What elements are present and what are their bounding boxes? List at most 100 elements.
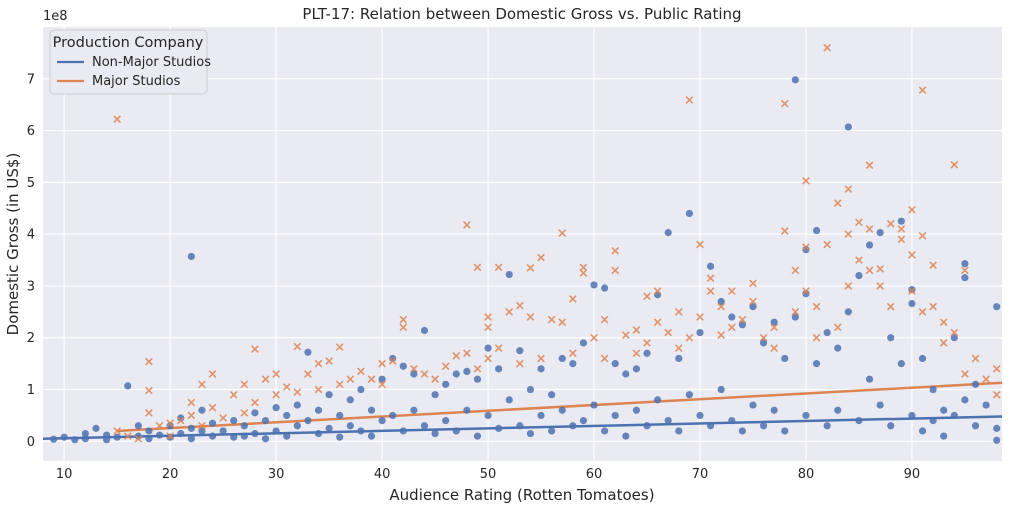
data-point (759, 422, 768, 430)
data-point (473, 263, 482, 272)
data-point (176, 416, 185, 425)
data-point (728, 417, 736, 425)
data-point (685, 391, 693, 399)
data-point (855, 218, 863, 227)
data-point (993, 424, 1001, 432)
data-point (865, 225, 874, 233)
data-point (261, 435, 270, 443)
data-point (950, 334, 958, 342)
data-point (675, 354, 683, 363)
data-point (558, 354, 566, 363)
data-point (674, 344, 683, 352)
data-point (759, 333, 768, 342)
data-point (494, 263, 503, 272)
data-point (420, 326, 429, 335)
data-point (240, 432, 248, 440)
data-point (770, 406, 778, 414)
data-point (335, 343, 344, 351)
data-point (940, 406, 948, 414)
data-point (558, 229, 567, 237)
y-axis-ticks: 0 1 2 3 4 5 6 7 (27, 72, 35, 450)
data-point (876, 229, 884, 237)
data-point (272, 390, 280, 399)
data-point (187, 435, 195, 443)
data-point (876, 282, 885, 290)
data-point (304, 370, 312, 378)
data-point (145, 427, 153, 435)
data-point (590, 281, 598, 289)
data-point (283, 411, 291, 420)
data-point (187, 424, 195, 432)
data-point (71, 436, 79, 444)
data-point (611, 360, 619, 368)
data-point (939, 318, 948, 327)
data-point (802, 176, 810, 185)
data-point (939, 339, 948, 347)
data-point (929, 261, 937, 270)
x-tick-label: 50 (480, 467, 497, 482)
y-tick-label: 2 (27, 331, 35, 346)
data-point (781, 354, 789, 363)
data-point (664, 229, 672, 237)
data-point (992, 390, 1001, 399)
data-point (664, 417, 672, 425)
data-point (325, 357, 333, 365)
data-point (950, 160, 959, 169)
data-point (823, 422, 831, 430)
data-point (844, 230, 853, 239)
data-points (49, 43, 1001, 444)
data-point (643, 422, 651, 430)
data-point (198, 421, 206, 430)
data-point (918, 307, 927, 316)
data-point (198, 427, 206, 435)
data-point (918, 427, 927, 435)
data-point (548, 391, 556, 399)
data-point (812, 333, 821, 342)
data-point (526, 263, 535, 272)
data-point (908, 285, 916, 294)
data-point (886, 219, 895, 228)
data-point (579, 269, 588, 277)
data-point (123, 432, 132, 441)
data-point (282, 383, 291, 391)
data-point (166, 432, 175, 441)
x-tick-label: 60 (586, 467, 603, 482)
data-point (346, 422, 354, 430)
data-point (834, 406, 842, 414)
data-point (367, 432, 376, 440)
data-point (515, 359, 524, 368)
data-point (717, 297, 725, 306)
data-point (240, 422, 248, 430)
data-point (516, 422, 524, 430)
data-point (251, 429, 259, 438)
data-point (251, 409, 259, 417)
data-point (92, 424, 100, 432)
data-point (314, 359, 323, 368)
x-tick-label: 10 (56, 467, 73, 482)
data-point (601, 427, 609, 435)
data-point (717, 331, 726, 340)
data-point (473, 375, 482, 383)
data-point (791, 313, 799, 321)
data-point (653, 318, 662, 327)
data-point (897, 217, 905, 225)
data-point (568, 349, 577, 358)
data-point (124, 382, 132, 390)
data-point (378, 375, 386, 383)
data-point (950, 411, 958, 420)
data-point (314, 385, 323, 394)
data-point (770, 344, 779, 352)
data-point (929, 385, 937, 394)
data-point (134, 434, 143, 443)
data-point (367, 375, 376, 384)
data-point (632, 326, 641, 334)
data-point (632, 349, 641, 358)
data-point (706, 274, 715, 283)
data-point (696, 240, 704, 249)
data-point (516, 347, 524, 355)
data-point (675, 427, 683, 435)
data-point (632, 365, 641, 373)
data-point (897, 225, 906, 233)
x-tick-label: 30 (268, 467, 285, 482)
data-point (484, 344, 492, 352)
